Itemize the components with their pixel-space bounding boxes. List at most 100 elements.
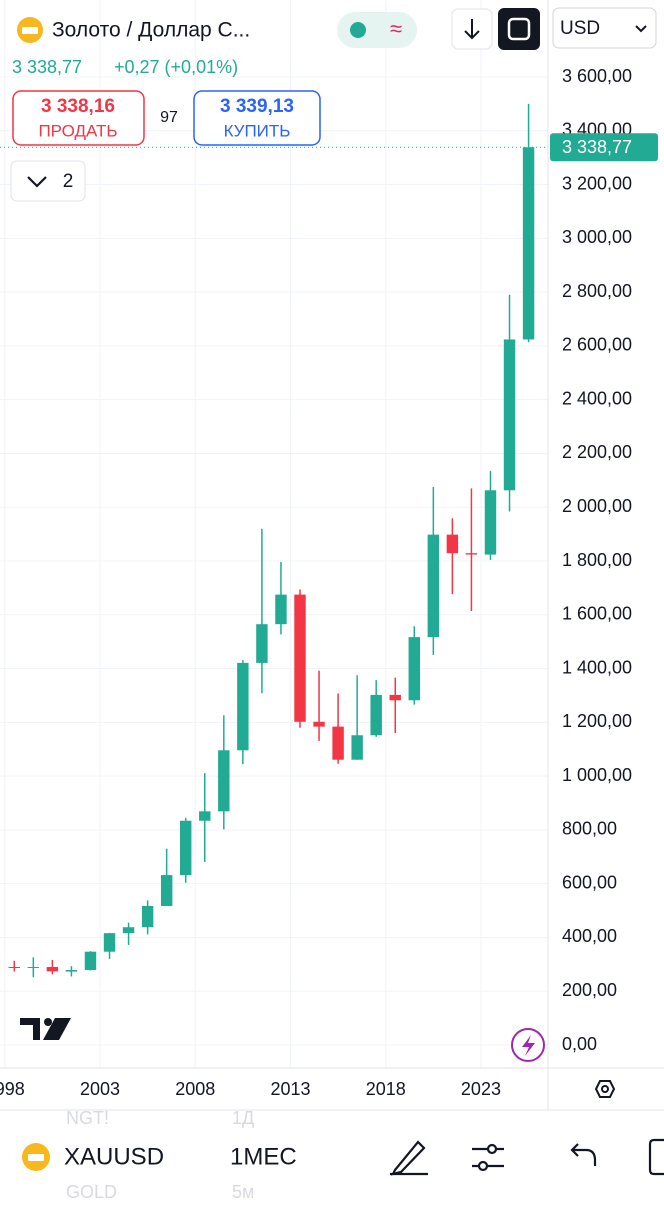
y-tick-label: 1 800,00 [562, 550, 632, 570]
buy-price: 3 339,13 [220, 96, 294, 117]
last-price-label: 3 338,77 [562, 137, 632, 157]
chevron-icon [635, 25, 647, 33]
sell-button[interactable] [12, 90, 145, 146]
y-tick-label: 3 200,00 [562, 173, 632, 193]
y-tick-label: 1 000,00 [562, 765, 632, 785]
candle-body [180, 820, 192, 876]
y-tick-label: 3 000,00 [562, 227, 632, 247]
market-open-dot [350, 22, 366, 38]
last-price-badge [550, 133, 658, 162]
x-tick-label: 1998 [0, 1079, 25, 1099]
ghost-interval: 5м [232, 1182, 254, 1200]
y-tick-label: 2 600,00 [562, 335, 632, 355]
candle-body [446, 534, 459, 554]
x-tick-label: 2003 [80, 1079, 120, 1099]
candle-body [218, 750, 230, 812]
candle-body [65, 969, 78, 972]
spread: 97 [160, 109, 178, 126]
icon-glyph [22, 27, 38, 34]
ghost-symbol: GOLD [66, 1182, 117, 1200]
y-tick-label: 3 600,00 [562, 66, 632, 86]
settings-icon[interactable] [594, 1080, 616, 1098]
candle-body [503, 339, 516, 491]
y-axis: 0,00 200,00 400,00 600,00 800,00 1 000,00 1 20… [550, 66, 658, 1054]
candle-body [141, 905, 154, 928]
candle-body [389, 694, 401, 701]
y-tick-label: 600,00 [562, 872, 617, 892]
y-tick-label: 800,00 [562, 819, 617, 839]
x-axis: 1998 2003 2008 2013 2018 2023 [0, 1079, 501, 1099]
slider-knob [477, 1160, 489, 1172]
candle-body [294, 594, 306, 722]
y-tick-label: 0,00 [562, 1034, 597, 1054]
candle-body [313, 721, 325, 727]
candle-body [408, 637, 420, 701]
candle-body [351, 735, 363, 760]
y-tick-label: 400,00 [562, 926, 617, 946]
candle-body [122, 927, 135, 934]
icon-glyph [28, 1154, 44, 1161]
last-price: 3 338,77 [12, 57, 82, 77]
candle-body [237, 662, 249, 751]
candle-body [160, 875, 173, 906]
fullscreen-button[interactable] [498, 8, 540, 50]
candles [0, 103, 548, 978]
grid [0, 0, 548, 1068]
sell-label: ПРОДАТЬ [38, 121, 117, 140]
draw-tool-icon[interactable] [390, 1140, 428, 1176]
symbol[interactable]: XAUUSD [64, 1143, 164, 1170]
delayed-icon: ≈ [390, 16, 402, 41]
x-tick-label: 2018 [366, 1079, 406, 1099]
candle-body [484, 490, 497, 555]
candle-body [103, 933, 116, 952]
candle-body [427, 534, 440, 638]
candle-body [27, 967, 40, 969]
y-tick-label: 1 400,00 [562, 657, 632, 677]
x-tick-label: 2023 [461, 1079, 501, 1099]
currency: USD [560, 18, 600, 39]
tv-logo [20, 1018, 71, 1040]
sell-price: 3 338,16 [41, 96, 115, 117]
buy-label: КУПИТЬ [224, 121, 291, 140]
y-tick-label: 2 200,00 [562, 442, 632, 462]
settings-icon-center [601, 1085, 609, 1093]
down-arrow-icon [464, 19, 480, 40]
candle-body [465, 553, 478, 555]
candle-body [46, 967, 59, 972]
candle-body [84, 951, 97, 970]
buy-button[interactable] [193, 90, 321, 146]
candle-body [8, 967, 20, 969]
tv-logo-dot [44, 1018, 52, 1026]
candle-body [522, 147, 535, 340]
flash-icon [522, 1035, 535, 1056]
y-tick-label: 1 200,00 [562, 711, 632, 731]
candle-body [256, 624, 268, 663]
more-icon[interactable] [648, 1138, 664, 1176]
y-tick-label: 2 400,00 [562, 388, 632, 408]
ghost-symbol: NGT! [66, 1108, 109, 1128]
currency-select[interactable] [552, 7, 657, 49]
fullscreen-icon [507, 17, 531, 41]
symbol-title[interactable]: Золото / Доллар С... [52, 19, 250, 42]
price-change: +0,27 (+0,01%) [114, 57, 238, 77]
candle-body [332, 726, 344, 760]
chevron-icon [27, 176, 47, 188]
candle-body [199, 811, 211, 821]
candle-body [275, 594, 287, 625]
x-tick-label: 2013 [270, 1079, 310, 1099]
status-pill[interactable] [337, 12, 417, 48]
y-tick-label: 2 800,00 [562, 281, 632, 301]
slider-knob [486, 1143, 498, 1155]
ghost-interval: 1Д [232, 1108, 254, 1128]
interval[interactable]: 1МЕС [230, 1143, 297, 1170]
bottom-bar [0, 1110, 664, 1200]
candle-body [370, 694, 382, 736]
x-tick-label: 2008 [175, 1079, 215, 1099]
indicators-toggle[interactable] [10, 160, 86, 202]
y-tick-label: 200,00 [562, 980, 617, 1000]
y-tick-label: 1 600,00 [562, 604, 632, 624]
undo-icon[interactable] [570, 1143, 597, 1166]
